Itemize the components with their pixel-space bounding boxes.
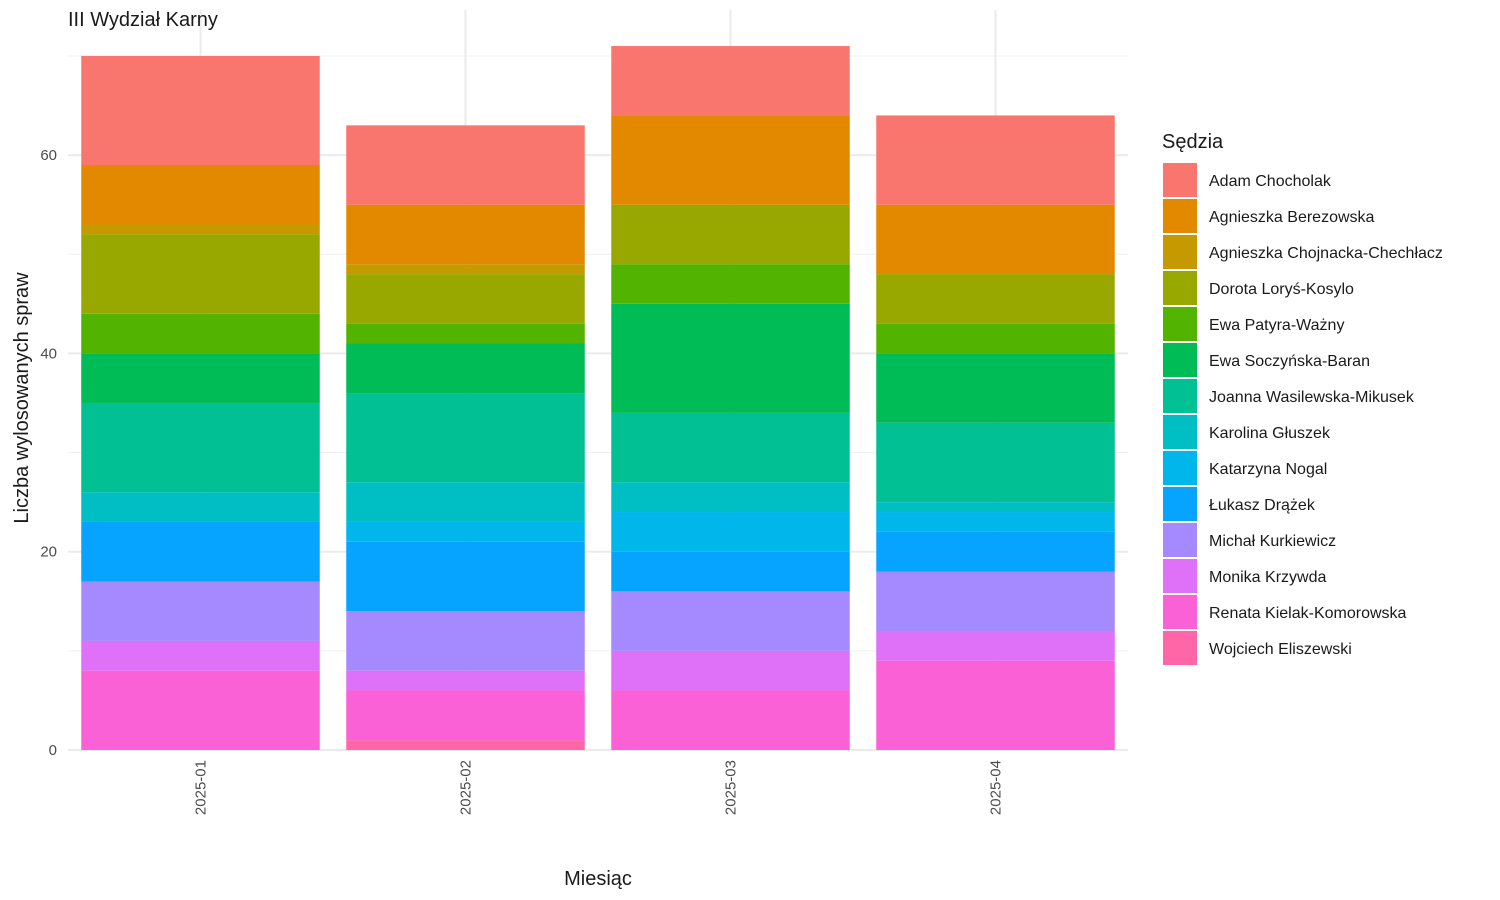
bar-segment (611, 482, 850, 513)
bar-segment (81, 234, 320, 314)
x-axis-title: Miesiąc (564, 868, 632, 890)
legend-swatch (1163, 163, 1197, 197)
legend-label: Wojciech Eliszewski (1209, 641, 1352, 658)
x-axis-ticks: 2025-01 2025-02 2025-03 2025-04 (193, 760, 1005, 815)
bar-segment (876, 204, 1115, 275)
bar-segment (876, 323, 1115, 354)
bar-segment (611, 115, 850, 205)
legend-swatch (1163, 271, 1197, 305)
legend-swatch (1163, 235, 1197, 269)
bar-segment (611, 412, 850, 483)
legend-label: Monika Krzywda (1209, 569, 1326, 586)
bar-segment (346, 323, 585, 344)
legend-label: Ewa Soczyńska-Baran (1209, 353, 1370, 370)
y-axis-title: Liczba wylosowanych spraw (11, 272, 33, 524)
legend-swatch (1163, 487, 1197, 521)
legend-swatch (1163, 451, 1197, 485)
bar-segment (876, 531, 1115, 572)
bar-segment (81, 313, 320, 354)
x-tick-label: 2025-02 (458, 760, 475, 815)
bar-segment (346, 274, 585, 324)
bar-segment (346, 264, 585, 275)
bar-segment (611, 650, 850, 691)
bar-segment (611, 591, 850, 651)
bar-segment (346, 521, 585, 542)
bar-segment (876, 571, 1115, 632)
bar-segment (81, 640, 320, 671)
legend-swatch (1163, 415, 1197, 449)
bar-segment (346, 670, 585, 691)
bar-segment (81, 581, 320, 641)
legend-label: Agnieszka Chojnacka-Chechłacz (1209, 245, 1443, 262)
legend-swatch (1163, 307, 1197, 341)
bar-segment (81, 224, 320, 235)
bar-segment (81, 165, 320, 225)
bar-segment (81, 521, 320, 582)
legend-label: Łukasz Drążek (1209, 497, 1316, 514)
legend-label: Joanna Wasilewska-Mikusek (1209, 389, 1415, 406)
legend-swatch (1163, 631, 1197, 665)
bar-segment (876, 115, 1115, 205)
legend-label: Agnieszka Berezowska (1209, 209, 1375, 226)
legend-label: Karolina Głuszek (1209, 425, 1331, 442)
legend-swatch (1163, 379, 1197, 413)
y-tick-label: 40 (40, 345, 57, 362)
legend-swatch (1163, 523, 1197, 557)
bar-segment (611, 512, 850, 552)
y-tick-label: 20 (40, 544, 57, 561)
bar-segment (611, 264, 850, 304)
legend-label: Ewa Patyra-Ważny (1209, 317, 1344, 334)
bar-segment (346, 125, 585, 205)
x-tick-label: 2025-03 (723, 760, 740, 815)
bar-segment (346, 611, 585, 671)
legend-label: Dorota Loryś-Kosylo (1209, 281, 1354, 298)
y-tick-label: 60 (40, 147, 57, 164)
bar-segment (876, 422, 1115, 503)
legend-swatch (1163, 559, 1197, 593)
bar-segment (611, 46, 850, 116)
bar-segment (876, 502, 1115, 513)
bar-segment (346, 541, 585, 612)
bar-segment (611, 551, 850, 592)
legend-swatch (1163, 199, 1197, 233)
bar-segment (346, 482, 585, 522)
bar-segment (346, 690, 585, 741)
x-tick-label: 2025-01 (193, 760, 210, 815)
legend-swatch (1163, 343, 1197, 377)
legend-label: Renata Kielak-Komorowska (1209, 605, 1407, 622)
bar-segment (611, 204, 850, 265)
bar-segment (876, 631, 1115, 661)
bars (81, 46, 1115, 750)
chart-title: III Wydział Karny (68, 9, 218, 31)
x-tick-label: 2025-04 (988, 760, 1005, 815)
bar-segment (81, 670, 320, 750)
bar-segment (81, 402, 320, 493)
legend-label: Katarzyna Nogal (1209, 461, 1327, 478)
bar-segment (876, 512, 1115, 532)
bar-segment (81, 492, 320, 522)
bar-segment (876, 660, 1115, 750)
bar-segment (876, 274, 1115, 324)
legend-title: Sędzia (1162, 131, 1224, 153)
bar-segment (81, 353, 320, 403)
bar-segment (346, 740, 585, 750)
bar-segment (346, 393, 585, 483)
legend: Adam Chocholak Agnieszka Berezowska Agnies… (1163, 163, 1443, 665)
legend-label: Michał Kurkiewicz (1209, 533, 1336, 550)
y-tick-label: 0 (49, 742, 57, 759)
bar-segment (81, 55, 320, 166)
y-axis-ticks: 0 20 40 60 (40, 147, 57, 759)
legend-swatch (1163, 595, 1197, 629)
legend-label: Adam Chocholak (1209, 173, 1332, 190)
bar-segment (611, 690, 850, 750)
bar-segment (611, 303, 850, 413)
bar-segment (876, 353, 1115, 423)
bar-segment (346, 204, 585, 265)
bar-segment (346, 343, 585, 394)
